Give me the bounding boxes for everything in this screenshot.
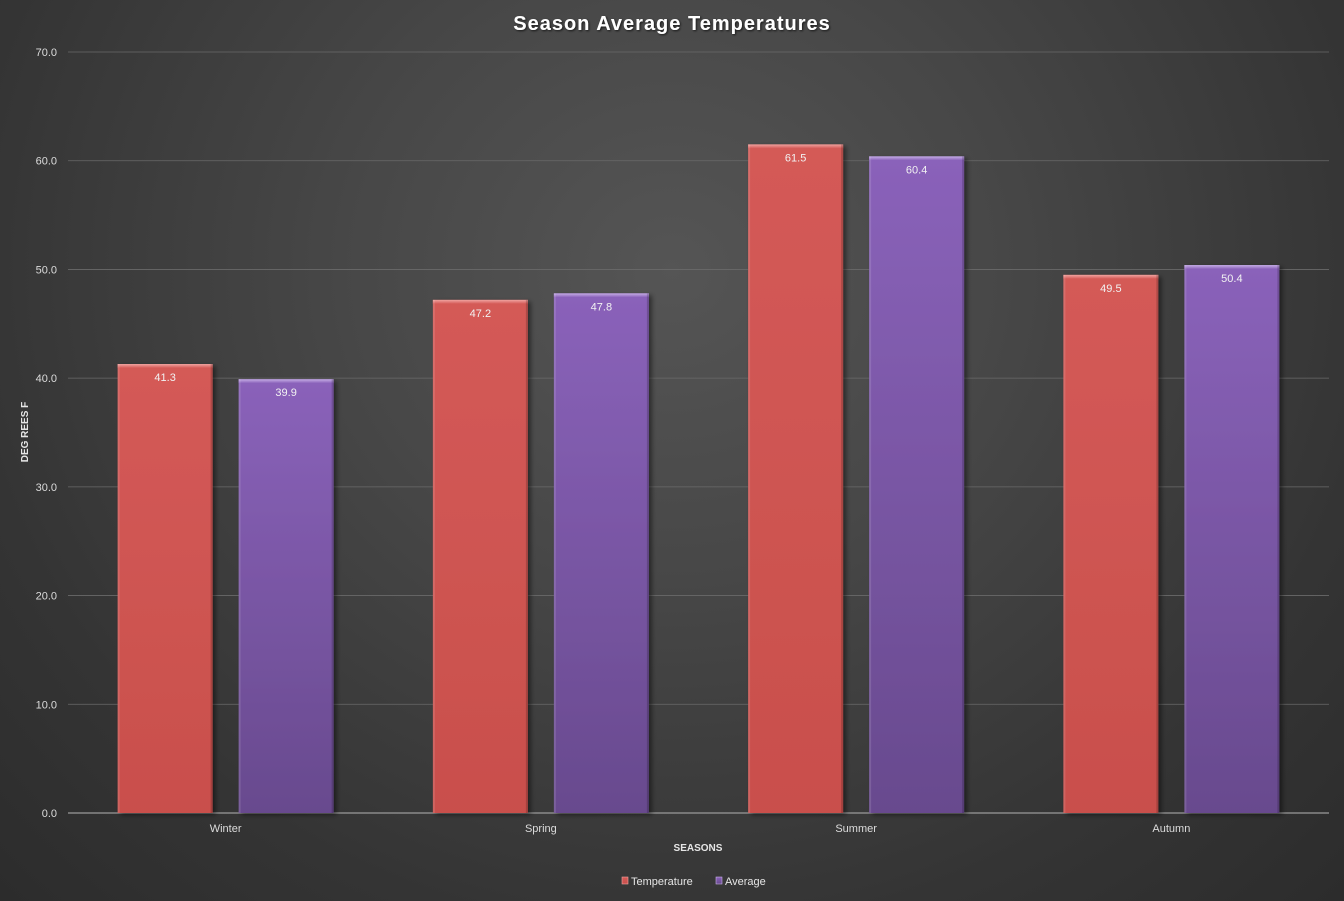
bar-average-spring <box>553 293 649 813</box>
data-label: 61.5 <box>785 152 806 164</box>
legend: Temperature Average <box>621 876 766 888</box>
x-tick-label: Autumn <box>1152 823 1190 835</box>
bar-body <box>553 293 649 813</box>
bar-bevel-top <box>748 144 844 149</box>
bar-bevel-top <box>117 364 213 369</box>
y-tick-label: 60.0 <box>36 156 57 168</box>
bars <box>117 144 1280 814</box>
bar-bevel-top <box>432 299 528 304</box>
bar-bevel-right <box>646 293 649 813</box>
bar-bevel-right <box>841 144 844 813</box>
chart-title: Season Average Temperatures <box>513 13 831 35</box>
bar-bevel-right <box>962 156 965 813</box>
data-label: 47.2 <box>470 308 491 320</box>
legend-label: Average <box>725 876 766 888</box>
data-label: 60.4 <box>906 164 927 176</box>
y-tick-label: 40.0 <box>36 373 57 385</box>
bar-bevel-right <box>210 364 213 813</box>
bar-bevel-right <box>331 379 334 813</box>
x-axis-title: SEASONS <box>674 843 723 854</box>
bar-body <box>869 156 965 813</box>
bar-bevel-top <box>553 293 649 298</box>
data-label: 50.4 <box>1221 273 1242 285</box>
bar-bevel-left <box>869 156 872 813</box>
legend-item-average: Average <box>715 876 766 888</box>
bar-bevel-right <box>525 299 528 814</box>
data-labels: 41.3 39.9 47.2 47.8 61.5 60.4 49.5 50.4 <box>154 152 1242 399</box>
legend-swatch <box>715 876 723 885</box>
bar-bevel-right <box>1277 265 1280 814</box>
bar-bevel-top <box>1063 274 1159 279</box>
x-tick-label: Winter <box>210 823 242 835</box>
bar-body <box>1063 274 1159 814</box>
y-axis-tick-labels: 0.0 10.0 20.0 30.0 40.0 50.0 60.0 70.0 <box>36 47 57 820</box>
y-tick-label: 0.0 <box>42 808 57 820</box>
bar-temperature-summer <box>748 144 844 813</box>
bar-average-summer <box>869 156 965 813</box>
bar-body <box>238 379 334 813</box>
bar-body <box>1184 265 1280 814</box>
bar-temperature-winter <box>117 364 213 813</box>
bar-temperature-autumn <box>1063 274 1159 814</box>
bar-bevel-left <box>432 299 435 814</box>
bar-bevel-left <box>1063 274 1066 814</box>
x-tick-label: Spring <box>525 823 557 835</box>
bar-bevel-left <box>748 144 751 813</box>
legend-swatch <box>621 876 629 885</box>
y-tick-label: 10.0 <box>36 699 57 711</box>
data-label: 41.3 <box>154 372 175 384</box>
y-tick-label: 20.0 <box>36 591 57 603</box>
bar-bevel-top <box>869 156 965 161</box>
y-tick-label: 30.0 <box>36 482 57 494</box>
bar-average-autumn <box>1184 265 1280 814</box>
bar-bevel-top <box>1184 265 1280 270</box>
bar-bevel-left <box>1184 265 1187 814</box>
bar-body <box>748 144 844 813</box>
bar-average-winter <box>238 379 334 813</box>
x-axis-tick-labels: Winter Spring Summer Autumn <box>210 823 1191 835</box>
data-label: 47.8 <box>591 301 612 313</box>
y-axis-title: DEG REES F <box>20 402 31 463</box>
bar-temperature-spring <box>432 299 528 814</box>
data-label: 39.9 <box>275 387 296 399</box>
legend-item-temperature: Temperature <box>621 876 693 888</box>
bar-bevel-top <box>238 379 334 384</box>
bar-body <box>117 364 213 813</box>
bar-bevel-right <box>1156 274 1159 814</box>
y-tick-label: 50.0 <box>36 264 57 276</box>
bar-bevel-left <box>117 364 120 813</box>
bar-bevel-left <box>553 293 556 813</box>
bar-body <box>432 299 528 814</box>
bar-bevel-left <box>238 379 241 813</box>
y-tick-label: 70.0 <box>36 47 57 59</box>
legend-label: Temperature <box>631 876 693 888</box>
data-label: 49.5 <box>1100 283 1121 295</box>
x-tick-label: Summer <box>835 823 877 835</box>
